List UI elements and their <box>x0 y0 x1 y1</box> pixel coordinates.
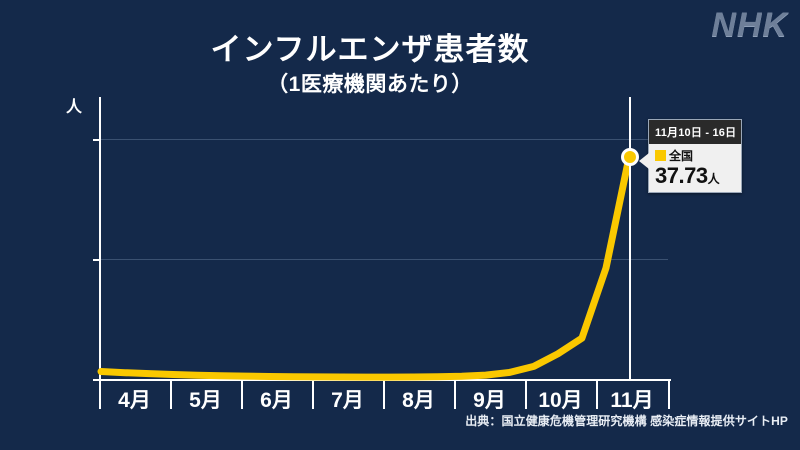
y-tick-0 <box>93 379 101 381</box>
x-sep-5 <box>454 379 456 409</box>
x-sep-8 <box>668 379 670 409</box>
x-tick-label-nov: 11月 <box>610 389 654 412</box>
plot-area: 40 20 0 <box>93 97 668 381</box>
y-tick-20 <box>93 259 101 261</box>
x-tick-label-may: 5月 <box>189 389 222 412</box>
tooltip-value-row: 37.73人 <box>655 164 735 187</box>
tooltip[interactable]: 11月10日 - 16日 全国 37.73人 <box>639 119 742 194</box>
tooltip-series-row: 全国 <box>655 147 735 164</box>
x-tick-label-oct: 10月 <box>538 389 583 412</box>
x-sep-2 <box>241 379 243 409</box>
y-axis-unit-label: 人 <box>66 99 83 116</box>
crosshair-line <box>629 97 631 381</box>
series-line-zenkoku <box>97 149 634 381</box>
x-sep-7 <box>596 379 598 409</box>
gridline-20 <box>100 259 668 260</box>
page-title: インフルエンザ患者数 <box>210 32 530 67</box>
source-attribution: 出典：国立健康危機管理研究機構 感染症情報提供サイトHP <box>465 414 788 428</box>
x-tick-label-jul: 7月 <box>331 389 364 412</box>
x-sep-1 <box>170 379 172 409</box>
nhk-logo: NHK <box>711 6 788 44</box>
x-sep-4 <box>383 379 385 409</box>
tooltip-series-name: 全国 <box>669 149 694 163</box>
x-tick-label-aug: 8月 <box>402 389 435 412</box>
x-sep-0 <box>99 379 101 409</box>
x-sep-6 <box>525 379 527 409</box>
tooltip-value-unit: 人 <box>707 172 720 186</box>
tooltip-date-range: 11月10日 - 16日 <box>649 120 741 144</box>
x-tick-label-sep: 9月 <box>473 389 506 412</box>
x-sep-3 <box>312 379 314 409</box>
legend-swatch-icon <box>655 150 666 161</box>
tooltip-value: 37.73 <box>655 163 708 188</box>
gridline-40 <box>100 139 668 140</box>
y-tick-40 <box>93 139 101 141</box>
page-subtitle: （1医療機関あたり） <box>267 73 473 96</box>
x-tick-label-jun: 6月 <box>260 389 293 412</box>
x-tick-label-apr: 4月 <box>118 389 151 412</box>
highlight-marker[interactable] <box>621 148 639 166</box>
y-axis-line <box>99 97 101 381</box>
tooltip-body: 全国 37.73人 <box>649 144 741 192</box>
tooltip-arrow-icon <box>639 153 649 169</box>
